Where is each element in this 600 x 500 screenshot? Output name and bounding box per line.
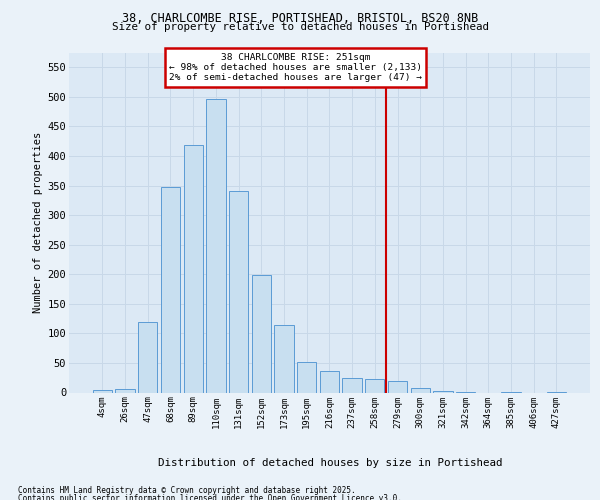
Bar xyxy=(297,362,316,392)
Text: Contains public sector information licensed under the Open Government Licence v3: Contains public sector information licen… xyxy=(18,494,402,500)
Bar xyxy=(251,276,271,392)
Text: Distribution of detached houses by size in Portishead: Distribution of detached houses by size … xyxy=(158,458,502,468)
Bar xyxy=(115,389,134,392)
Bar xyxy=(388,380,407,392)
Bar xyxy=(320,370,339,392)
Bar xyxy=(92,390,112,392)
Text: 38 CHARLCOMBE RISE: 251sqm
← 98% of detached houses are smaller (2,133)
2% of se: 38 CHARLCOMBE RISE: 251sqm ← 98% of deta… xyxy=(169,52,422,82)
Text: Contains HM Land Registry data © Crown copyright and database right 2025.: Contains HM Land Registry data © Crown c… xyxy=(18,486,356,495)
Text: 38, CHARLCOMBE RISE, PORTISHEAD, BRISTOL, BS20 8NB: 38, CHARLCOMBE RISE, PORTISHEAD, BRISTOL… xyxy=(122,12,478,26)
Bar xyxy=(184,144,203,392)
Bar xyxy=(274,324,293,392)
Bar xyxy=(410,388,430,392)
Bar xyxy=(343,378,362,392)
Bar xyxy=(229,192,248,392)
Bar xyxy=(161,186,180,392)
Bar xyxy=(365,380,385,392)
Text: Size of property relative to detached houses in Portishead: Size of property relative to detached ho… xyxy=(112,22,488,32)
Y-axis label: Number of detached properties: Number of detached properties xyxy=(34,132,43,313)
Bar xyxy=(206,98,226,393)
Bar xyxy=(138,322,157,392)
